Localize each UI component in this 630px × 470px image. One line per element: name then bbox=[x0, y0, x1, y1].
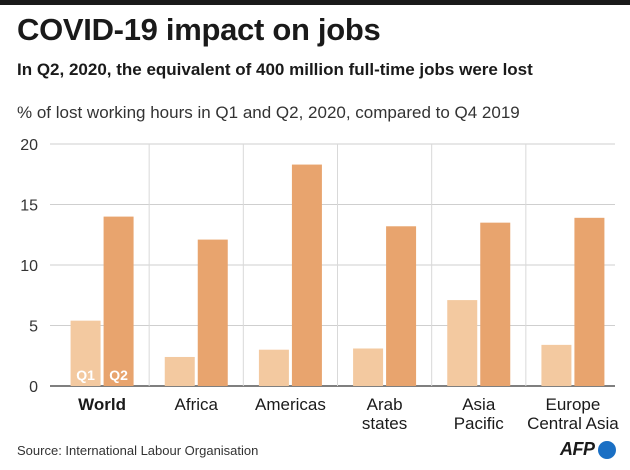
category-label: Central Asia bbox=[527, 414, 619, 433]
chart-title: COVID-19 impact on jobs bbox=[17, 12, 381, 47]
category-label: Pacific bbox=[454, 414, 505, 433]
category-label: World bbox=[78, 395, 126, 414]
y-tick-label: 10 bbox=[20, 258, 38, 275]
y-tick-label: 5 bbox=[29, 319, 38, 336]
afp-logo-text: AFP bbox=[560, 439, 595, 459]
afp-logo: AFP bbox=[560, 439, 616, 460]
bar-q1-2 bbox=[258, 349, 289, 386]
bar-q2-3 bbox=[386, 226, 417, 386]
chart-description: % of lost working hours in Q1 and Q2, 20… bbox=[17, 103, 520, 122]
category-label: Europe bbox=[546, 395, 601, 414]
category-label: Americas bbox=[255, 395, 326, 414]
bar-q1-1 bbox=[164, 356, 195, 386]
bar-q1-3 bbox=[353, 348, 384, 386]
bar-q2-2 bbox=[291, 164, 322, 386]
chart-subtitle: In Q2, 2020, the equivalent of 400 milli… bbox=[17, 60, 533, 79]
category-label: Asia bbox=[462, 395, 496, 414]
top-rule bbox=[0, 0, 630, 5]
category-label: states bbox=[362, 414, 407, 433]
source-note: Source: International Labour Organisatio… bbox=[17, 443, 259, 458]
bar-q2-1 bbox=[197, 239, 228, 386]
bar-q2-5 bbox=[574, 217, 605, 386]
bar-q2-0 bbox=[103, 216, 134, 386]
bar-q1-5 bbox=[541, 344, 572, 386]
series-label-q1: Q1 bbox=[76, 367, 95, 383]
y-tick-label: 20 bbox=[20, 137, 38, 154]
bar-q1-4 bbox=[447, 300, 478, 386]
bar-q1-0 bbox=[70, 320, 101, 386]
series-label-q2: Q2 bbox=[109, 367, 128, 383]
bar-q2-4 bbox=[480, 222, 511, 386]
afp-logo-dot-icon bbox=[597, 440, 616, 459]
category-label: Arab bbox=[367, 395, 403, 414]
y-tick-label: 15 bbox=[20, 198, 38, 215]
y-tick-label: 0 bbox=[29, 379, 38, 396]
category-label: Africa bbox=[175, 395, 219, 414]
